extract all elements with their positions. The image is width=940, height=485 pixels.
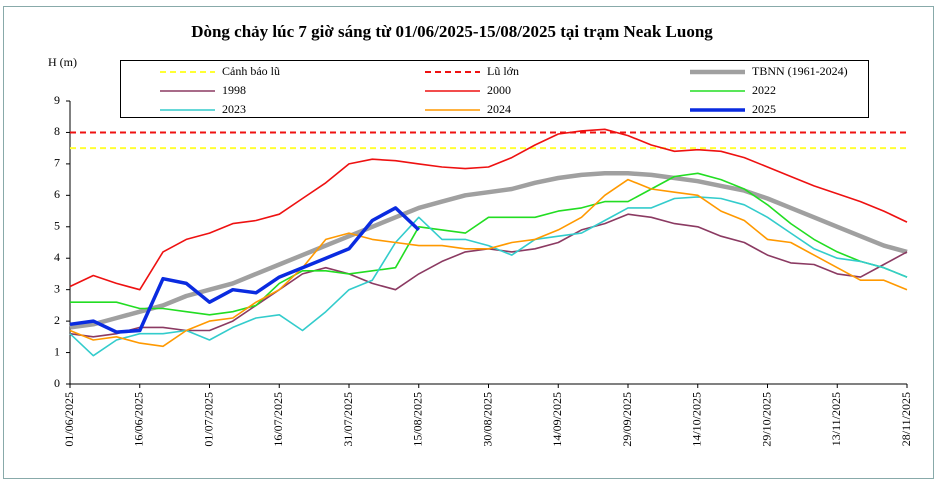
legend-label: 2000 [487, 83, 511, 97]
x-tick-label: 01/07/2025 [201, 392, 215, 447]
chart-title: Dòng chảy lúc 7 giờ sáng từ 01/06/2025-1… [191, 22, 713, 41]
x-tick-label: 15/08/2025 [411, 392, 425, 447]
series-line [69, 178, 908, 348]
legend-label: 2023 [222, 102, 246, 116]
legend-label: TBNN (1961-2024) [752, 64, 848, 78]
series-line [69, 206, 421, 334]
x-tick-label: 29/10/2025 [759, 392, 773, 447]
y-tick-label: 8 [54, 124, 60, 138]
x-tick-label: 30/08/2025 [480, 392, 494, 447]
y-tick-label: 3 [54, 281, 60, 295]
legend-label: Lũ lớn [487, 64, 519, 78]
legend-label: 2025 [752, 102, 776, 116]
legend-label: 2024 [487, 102, 511, 116]
x-tick-label: 14/09/2025 [550, 392, 564, 447]
x-tick-label: 16/06/2025 [132, 392, 146, 447]
series-line [69, 171, 908, 330]
x-tick-label: 16/07/2025 [271, 392, 285, 447]
x-tick-label: 29/09/2025 [620, 392, 634, 447]
legend-label: 1998 [222, 83, 246, 97]
series-line [69, 128, 908, 291]
y-tick-label: 9 [54, 93, 60, 107]
x-tick-label: 13/11/2025 [829, 392, 843, 446]
y-tick-label: 6 [54, 187, 60, 201]
y-axis-label: H (m) [48, 55, 77, 69]
legend-label: Cảnh báo lũ [222, 64, 280, 78]
y-tick-label: 0 [54, 376, 60, 390]
x-tick-label: 28/11/2025 [899, 392, 913, 446]
x-tick-label: 31/07/2025 [341, 392, 355, 447]
series-line [69, 196, 908, 357]
x-tick-label: 01/06/2025 [62, 392, 76, 447]
series-line [70, 172, 908, 316]
y-tick-label: 5 [54, 219, 60, 233]
y-tick-label: 1 [54, 344, 60, 358]
legend-label: 2022 [752, 83, 776, 97]
y-tick-label: 4 [54, 250, 60, 264]
x-tick-label: 14/10/2025 [690, 392, 704, 447]
y-tick-label: 7 [54, 156, 60, 170]
y-tick-label: 2 [54, 313, 60, 327]
